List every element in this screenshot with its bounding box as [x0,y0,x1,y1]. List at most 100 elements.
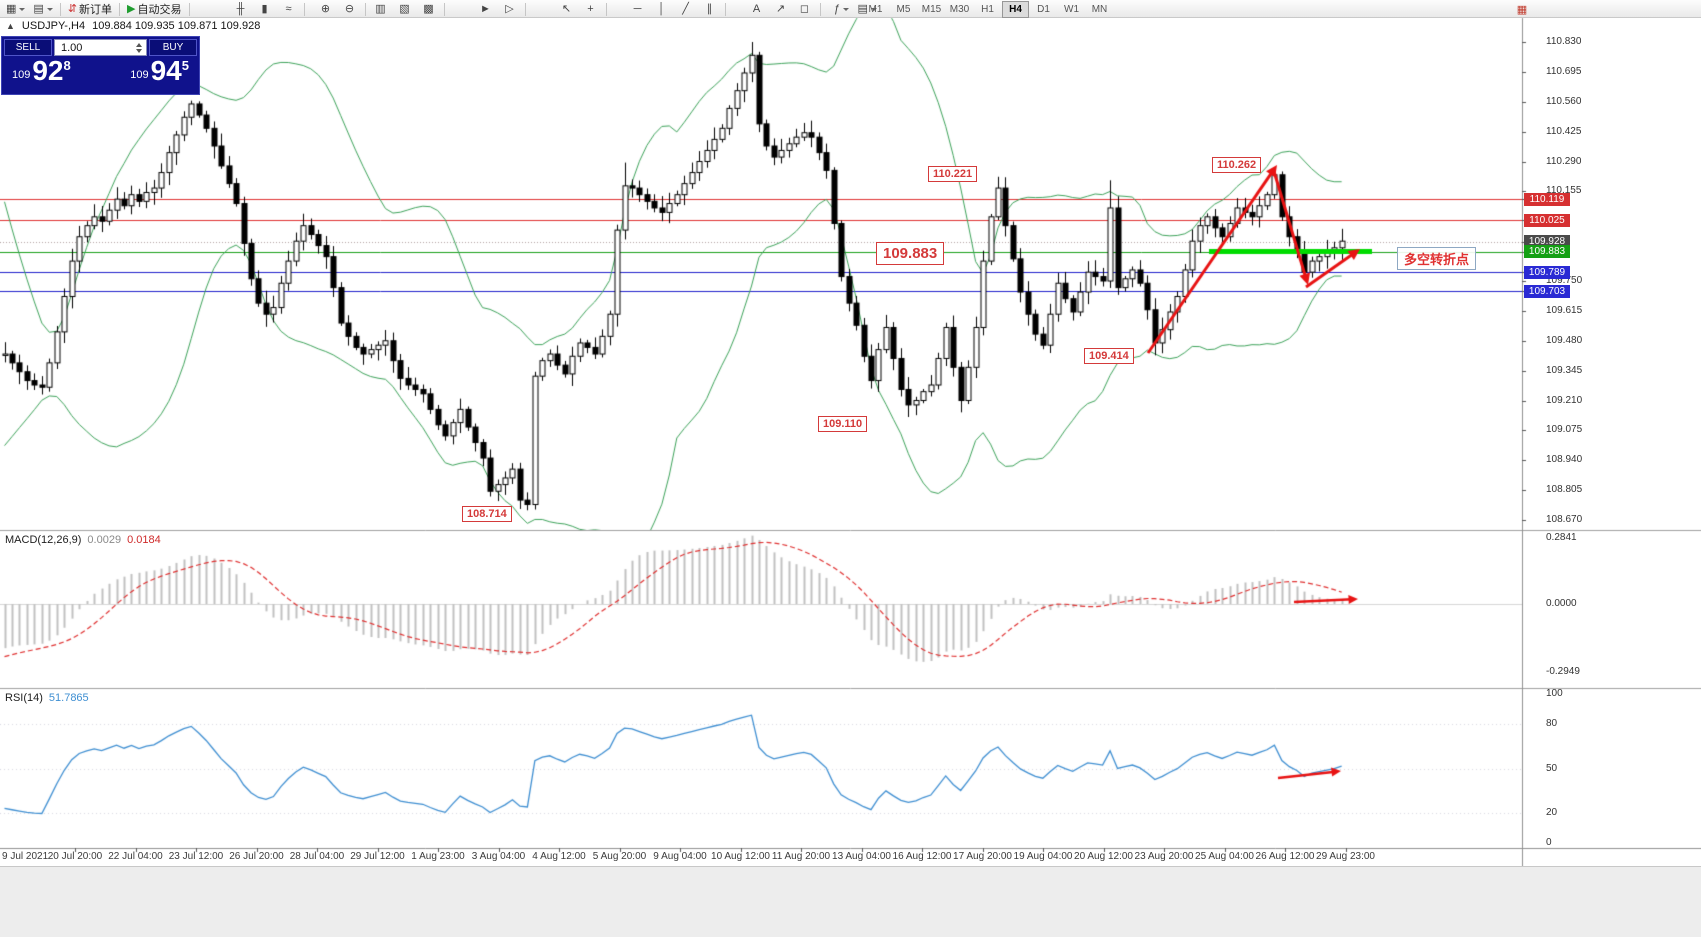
timeframe-button-m30[interactable]: M30 [949,3,970,15]
bar-chart-button[interactable]: ╫ [229,0,253,18]
horizontal-line-icon: ─ [633,2,642,15]
shapes-button[interactable]: ◻ [793,0,817,18]
toolbar-separator [59,2,61,16]
timeframe-toolbar: M1 M5 M15 M30 H1 H4 D1 W1 MN [862,0,1114,18]
arrange-windows-icon: ▩ [423,2,434,15]
buy-price[interactable]: 109 94 5 [130,57,189,85]
trendline-button[interactable]: ╱ [674,0,698,18]
dropdown-caret-icon [19,7,26,11]
arrange-windows-button[interactable]: ▩ [417,0,441,18]
toolbar-separator [303,2,305,16]
turning-point-label: 多空转折点 [1397,247,1477,270]
volume-input[interactable]: 1.00 [54,39,147,56]
timeframe-button-w1[interactable]: W1 [1064,3,1079,15]
arrow-tool-button[interactable]: ↗ [769,0,793,18]
sell-price-sup: 8 [63,58,71,73]
chart-ohlc-values: 109.884 109.935 109.871 109.928 [92,20,261,32]
macd-main-value: 0.0029 [87,534,122,546]
zoom-out-button[interactable]: ⊖ [338,0,362,18]
buy-price-big: 94 [150,55,182,86]
volume-stepper[interactable] [133,42,144,53]
channel-icon: ∥ [706,2,713,15]
trade-panel-toggle-icon[interactable]: ▲ [6,21,15,31]
new-order-button[interactable]: ⇵ 新订单 [64,0,116,18]
trade-panel-prices: 109 92 8 109 94 5 [4,56,197,85]
text-button[interactable]: A [745,0,769,18]
rsi-indicator-title: RSI(14) 51.7865 [5,692,89,704]
vertical-line-button[interactable]: │ [650,0,674,18]
scroll-to-end-icon: ► [480,2,491,15]
tile-windows-button[interactable]: ▥ [369,0,393,18]
channel-button[interactable]: ∥ [698,0,722,18]
rsi-label: RSI(14) [5,692,43,704]
cascade-windows-icon: ▧ [399,2,410,15]
autotrading-button-label: 自动交易 [137,4,182,16]
timeframe-button-mn[interactable]: MN [1091,3,1108,15]
trade-panel-controls: SELL 1.00 BUY [4,39,197,56]
chart-symbol-period: USDJPY-,H4 [21,20,86,32]
timeframe-button-m15[interactable]: M15 [921,3,942,15]
new-chart-icon: ▦ [6,2,17,15]
shapes-icon: ◻ [799,2,810,15]
new-order-icon: ⇵ [67,2,78,15]
zoom-in-icon: ⊕ [320,2,331,15]
one-click-trading-panel: SELL 1.00 BUY 109 92 8 109 94 5 [1,36,200,95]
indicators-icon: ƒ [833,2,841,15]
macd-indicator-title: MACD(12,26,9) 0.0029 0.0184 [5,534,161,546]
indicators-button[interactable]: ƒ [830,0,854,18]
candlestick-chart-button[interactable]: ▮ [253,0,277,18]
dropdown-caret-icon [843,7,850,11]
line-chart-button[interactable]: ≈ [277,0,301,18]
new-order-button-label: 新订单 [79,4,113,16]
volume-down-icon[interactable] [135,48,142,53]
toolbar-separator [188,2,190,16]
tile-windows-icon: ▥ [375,2,386,15]
toolbar-separator [605,2,607,16]
timeframe-button-m1[interactable]: M1 [868,3,883,15]
cursor-icon: ↖ [561,2,572,15]
zoom-in-button[interactable]: ⊕ [314,0,338,18]
news-icon: ▦ [1516,3,1528,16]
buy-price-prefix: 109 [130,69,149,81]
toolbar-separator [119,2,121,16]
horizontal-line-button[interactable]: ─ [626,0,650,18]
zoom-out-icon: ⊖ [344,2,355,15]
sell-button[interactable]: SELL [4,39,52,56]
bottom-panel [0,866,1701,937]
toolbar: ▦ ▤ ⇵ 新订单 ▶ 自动交易 ╫ ▮ ≈ ⊕ ⊖ ▥ ▧ ▩ ► ▷ ↖ + ─ │ ╱ ∥ A ↗ ◻ ƒ ▤ M1 M5 M15… [0,0,1701,18]
rsi-value: 51.7865 [48,692,89,704]
timeframe-button-h4[interactable]: H4 [1002,0,1029,18]
auto-scroll-button[interactable]: ▷ [498,0,522,18]
toolbar-separator [724,2,726,16]
chart-profiles-button[interactable]: ▤ [29,0,56,18]
scroll-to-end-button[interactable]: ► [474,0,498,18]
crosshair-icon: + [587,2,594,15]
volume-value: 1.00 [61,41,83,54]
news-button[interactable]: ▦ [1510,1,1534,19]
sell-price[interactable]: 109 92 8 [12,57,71,85]
timeframe-button-h1[interactable]: H1 [981,3,994,15]
timeframe-button-m5[interactable]: M5 [896,3,911,15]
cursor-button[interactable]: ↖ [555,0,579,18]
timeframe-button-d1[interactable]: D1 [1037,3,1050,15]
toolbar-separator [819,2,821,16]
trendline-icon: ╱ [682,2,689,15]
bar-chart-icon: ╫ [236,2,245,15]
buy-button[interactable]: BUY [149,39,197,56]
chart-header: ▲ USDJPY-,H4 109.884 109.935 109.871 109… [6,20,260,32]
autotrading-play-icon: ▶ [127,2,136,15]
crosshair-button[interactable]: + [579,0,603,18]
volume-up-icon[interactable] [135,42,142,47]
toolbar-separator [443,2,445,16]
line-chart-icon: ≈ [285,2,292,15]
autotrading-button[interactable]: ▶ 自动交易 [123,0,185,18]
templates-icon: ▤ [857,2,868,15]
dropdown-caret-icon [46,7,53,11]
text-icon: A [752,2,761,15]
toolbar-separator [524,2,526,16]
templates-button[interactable]: ▤ [854,0,881,18]
toolbar-right-group: ▦ [1510,1,1534,19]
cascade-windows-button[interactable]: ▧ [393,0,417,18]
new-chart-button[interactable]: ▦ [2,0,29,18]
